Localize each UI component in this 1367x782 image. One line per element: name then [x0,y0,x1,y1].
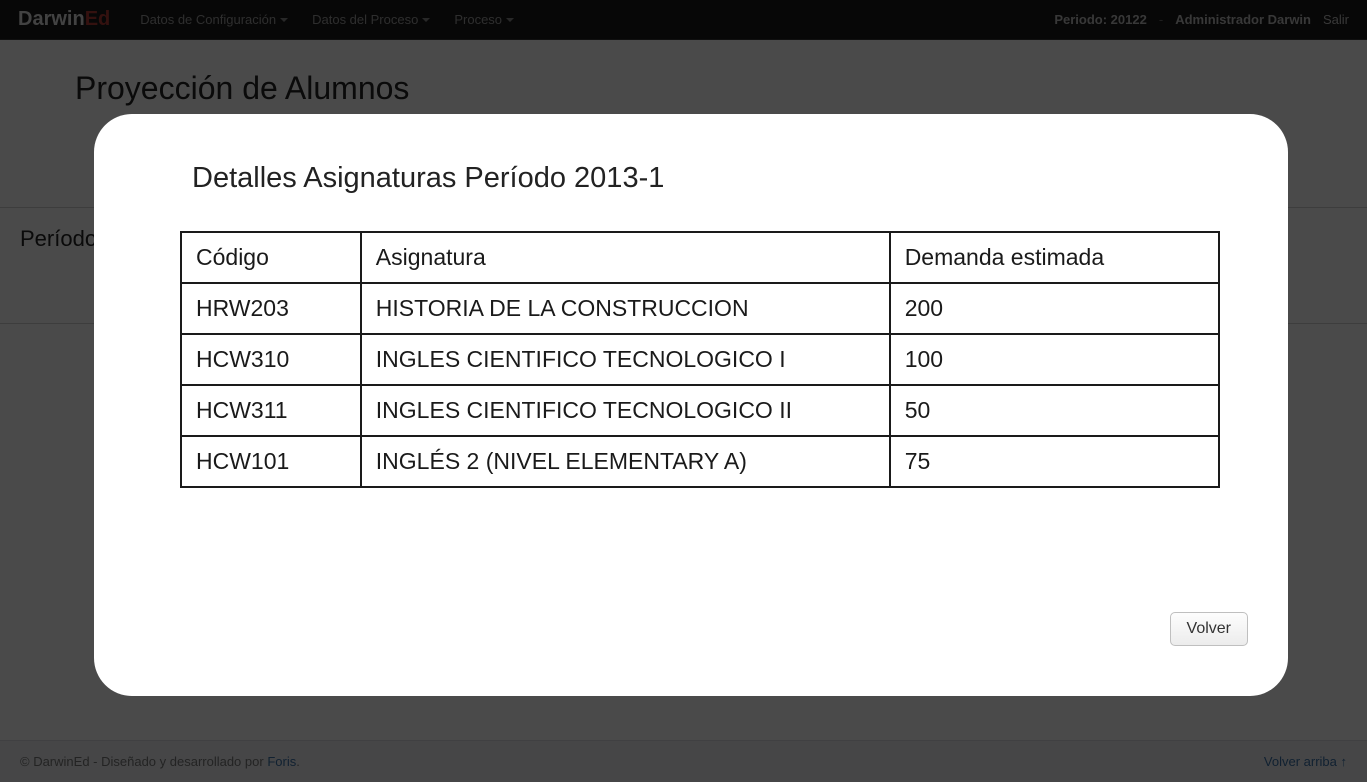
cell-asignatura: HISTORIA DE LA CONSTRUCCION [361,283,890,334]
table-header-row: Código Asignatura Demanda estimada [181,232,1219,283]
modal-title: Detalles Asignaturas Período 2013-1 [192,162,1230,195]
table-row: HCW310INGLES CIENTIFICO TECNOLOGICO I100 [181,334,1219,385]
cell-demanda: 100 [890,334,1219,385]
modal-detalles-asignaturas: Detalles Asignaturas Período 2013-1 Códi… [94,114,1288,696]
cell-codigo: HCW101 [181,436,361,487]
cell-demanda: 75 [890,436,1219,487]
cell-demanda: 50 [890,385,1219,436]
table-row: HCW101INGLÉS 2 (NIVEL ELEMENTARY A)75 [181,436,1219,487]
cell-demanda: 200 [890,283,1219,334]
cell-asignatura: INGLES CIENTIFICO TECNOLOGICO I [361,334,890,385]
cell-codigo: HCW310 [181,334,361,385]
table-row: HRW203HISTORIA DE LA CONSTRUCCION200 [181,283,1219,334]
asignaturas-table: Código Asignatura Demanda estimada HRW20… [180,231,1220,488]
col-header-codigo: Código [181,232,361,283]
cell-asignatura: INGLES CIENTIFICO TECNOLOGICO II [361,385,890,436]
table-row: HCW311INGLES CIENTIFICO TECNOLOGICO II50 [181,385,1219,436]
volver-button[interactable]: Volver [1170,612,1248,646]
cell-codigo: HCW311 [181,385,361,436]
col-header-asignatura: Asignatura [361,232,890,283]
col-header-demanda: Demanda estimada [890,232,1219,283]
cell-asignatura: INGLÉS 2 (NIVEL ELEMENTARY A) [361,436,890,487]
cell-codigo: HRW203 [181,283,361,334]
